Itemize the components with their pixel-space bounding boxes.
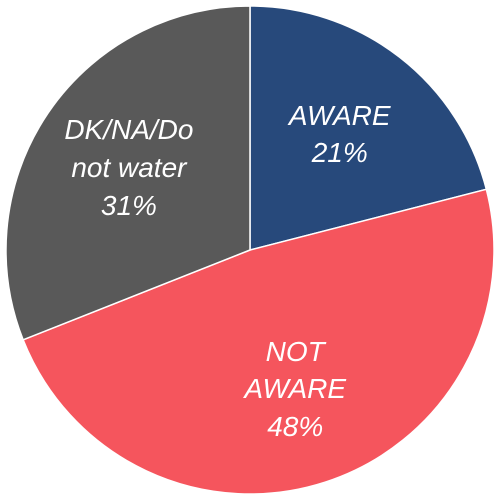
pie-slice: [5, 5, 251, 341]
slice-value-label: 48%: [267, 411, 324, 443]
slice-category-label: AWARE: [288, 99, 391, 131]
slice-value-label: 31%: [100, 189, 157, 221]
slice-value-label: 21%: [311, 137, 368, 169]
slice-label: AWARE 21%: [257, 64, 422, 204]
pie-slice: [22, 188, 495, 495]
slice-category-label: DK/NA/Do not water: [64, 114, 194, 183]
slice-label-box: NOT AWARE 48%: [213, 319, 378, 459]
slice-label-box: AWARE 21%: [257, 64, 422, 204]
slice-label: DK/NA/Do not water 31%: [46, 98, 211, 238]
slice-label-box: DK/NA/Do not water 31%: [46, 98, 211, 238]
pie-slice: [249, 5, 488, 251]
slice-category-label: NOT AWARE: [244, 335, 347, 405]
slice-label: NOT AWARE 48%: [213, 319, 378, 459]
